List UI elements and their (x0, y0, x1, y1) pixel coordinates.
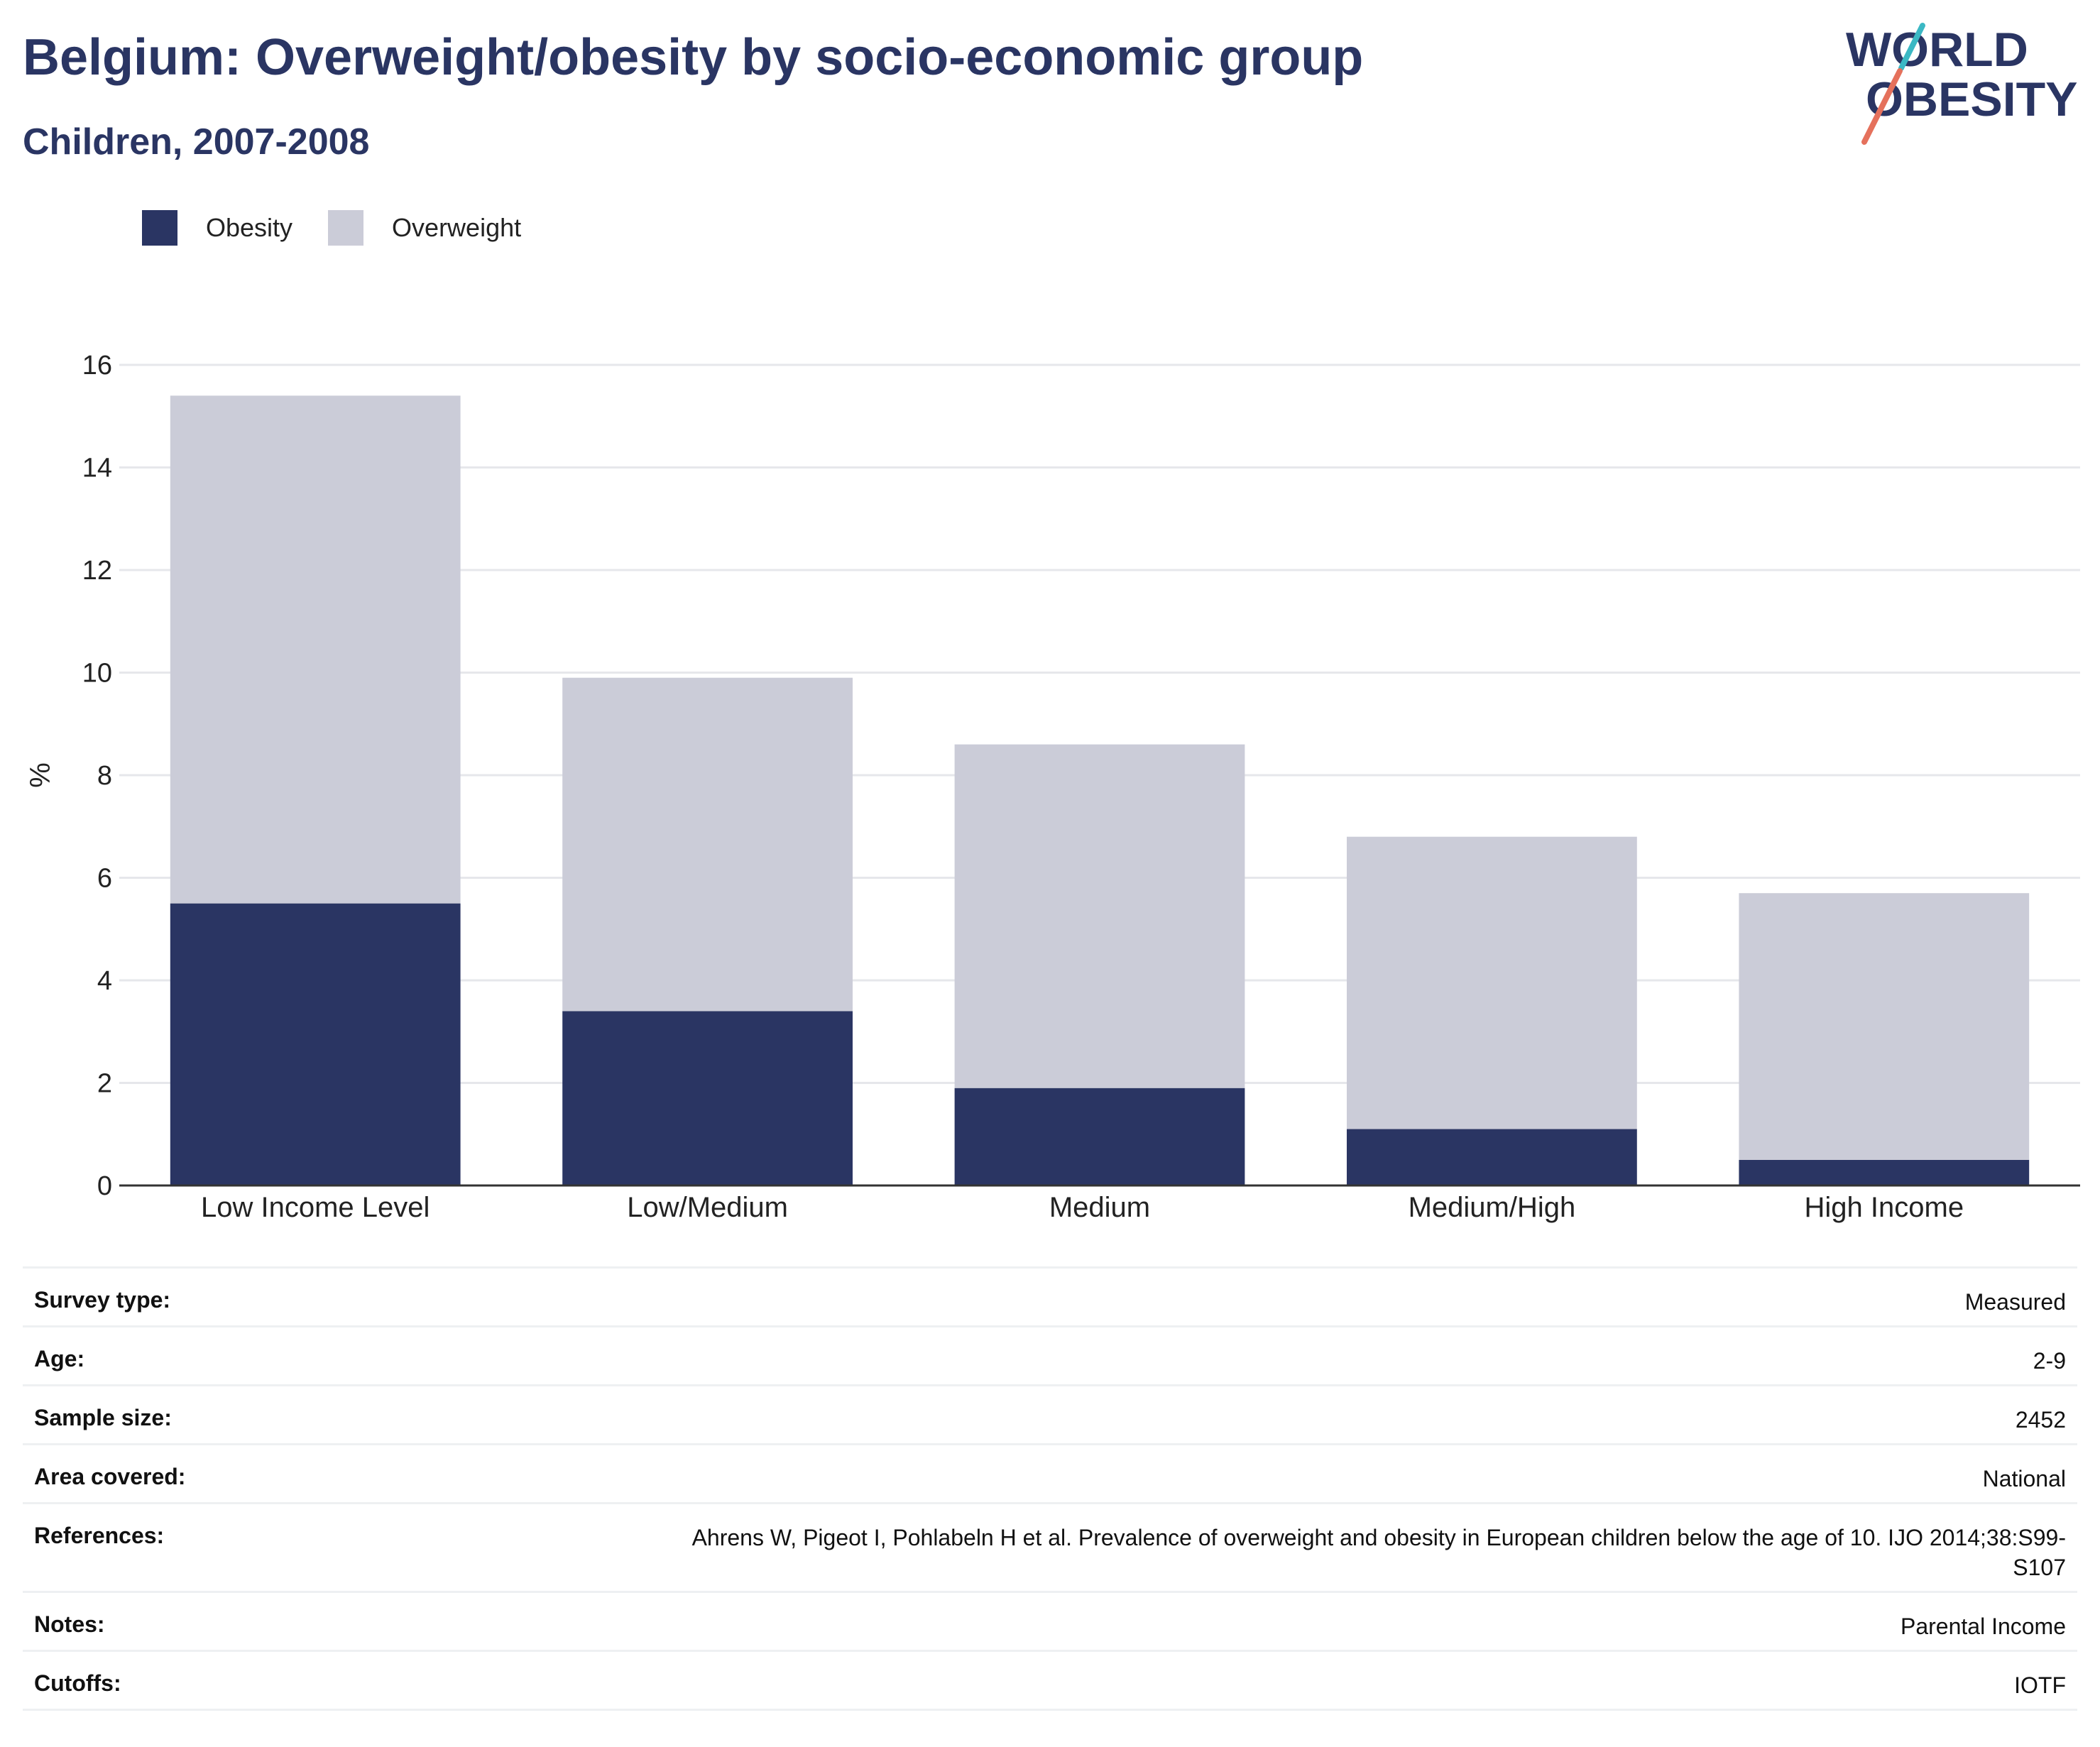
legend-swatch-obesity (142, 210, 177, 246)
x-tick-label: Medium (1049, 1192, 1150, 1223)
bar-obesity-3 (1347, 1129, 1637, 1185)
x-tick-label: Low/Medium (627, 1192, 788, 1223)
bar-overweight-2 (954, 744, 1245, 1088)
legend-label-overweight: Overweight (392, 213, 522, 242)
legend-item-obesity[interactable]: Obesity (142, 210, 292, 246)
y-tick-label: 16 (82, 351, 112, 380)
bar-obesity-0 (170, 903, 461, 1185)
chart-subtitle: Children, 2007-2008 (23, 121, 370, 163)
x-tick-label: Medium/High (1409, 1192, 1576, 1223)
y-tick-label: 6 (97, 864, 112, 894)
detail-label: Area covered: (34, 1464, 186, 1489)
legend-label-obesity: Obesity (206, 213, 293, 242)
detail-row-cutoffs: Cutoffs: IOTF (23, 1652, 2077, 1711)
bar-obesity-1 (562, 1011, 853, 1185)
detail-label: References: (34, 1523, 165, 1548)
bar-obesity-2 (954, 1088, 1245, 1185)
bar-overweight-3 (1347, 836, 1637, 1129)
detail-row-references: References: Ahrens W, Pigeot I, Pohlabel… (23, 1504, 2077, 1593)
y-tick-label: 4 (97, 966, 112, 996)
y-tick-label: 0 (97, 1171, 112, 1201)
detail-value: National (1982, 1466, 2066, 1491)
detail-value: Parental Income (1900, 1614, 2066, 1639)
y-tick-label: 14 (82, 454, 112, 483)
y-axis-title: % (25, 762, 56, 788)
bar-overweight-4 (1739, 893, 2030, 1160)
y-tick-label: 2 (97, 1069, 112, 1099)
logo-text-obesity: OBESITY (1866, 72, 2078, 126)
detail-row-age: Age: 2-9 (23, 1327, 2077, 1386)
logo-text-world: WORLD (1846, 23, 2028, 77)
detail-label: Notes: (34, 1611, 105, 1637)
bar-overweight-1 (562, 677, 853, 1012)
logo-slash-teal (1898, 23, 1925, 71)
logo-slash-coral (1861, 68, 1903, 145)
detail-value: Ahrens W, Pigeot I, Pohlabeln H et al. P… (691, 1525, 2066, 1580)
world-obesity-logo: WORLD OBESITY (1846, 23, 2078, 145)
detail-value: Measured (1964, 1289, 2066, 1315)
detail-label: Sample size: (34, 1405, 172, 1430)
detail-row-notes: Notes: Parental Income (23, 1593, 2077, 1652)
survey-details-table: Survey type: Measured Age: 2-9 Sample si… (23, 1266, 2077, 1711)
detail-value: 2452 (2015, 1407, 2066, 1433)
detail-label: Age: (34, 1346, 85, 1371)
chart-title: Belgium: Overweight/obesity by socio-eco… (23, 29, 1364, 86)
x-tick-label: Low Income Level (201, 1192, 430, 1223)
detail-label: Survey type: (34, 1287, 171, 1313)
detail-value: IOTF (2014, 1672, 2066, 1698)
bar-overweight-0 (170, 395, 461, 904)
chart-legend: Obesity Overweight (142, 210, 557, 246)
detail-row-sample-size: Sample size: 2452 (23, 1386, 2077, 1445)
detail-value: 2-9 (2033, 1348, 2066, 1374)
detail-row-survey-type: Survey type: Measured (23, 1269, 2077, 1327)
bar-obesity-4 (1739, 1159, 2030, 1185)
x-tick-label: High Income (1805, 1192, 1964, 1223)
legend-swatch-overweight (328, 210, 364, 246)
y-tick-label: 8 (97, 761, 112, 791)
stacked-bar-chart: 0 2 4 6 8 10 12 14 16% Low Income Level Low/Medium… (25, 351, 2080, 1223)
legend-item-overweight[interactable]: Overweight (328, 210, 521, 246)
y-tick-label: 10 (82, 659, 112, 689)
y-tick-label: 12 (82, 556, 112, 586)
detail-label: Cutoffs: (34, 1670, 121, 1696)
detail-row-area-covered: Area covered: National (23, 1445, 2077, 1504)
